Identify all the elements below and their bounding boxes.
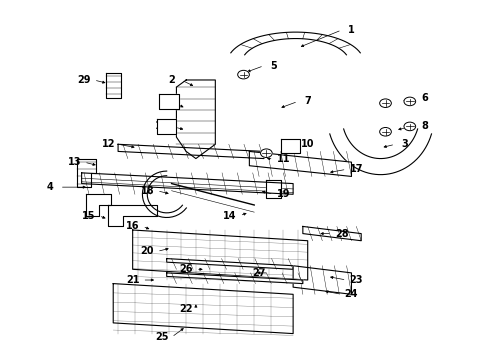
Text: 14: 14 [223,211,236,221]
Polygon shape [108,205,157,226]
Polygon shape [113,284,292,334]
Text: 28: 28 [334,229,348,239]
Circle shape [260,149,272,157]
Text: 7: 7 [304,96,310,107]
Text: 24: 24 [344,289,358,299]
Text: 10: 10 [300,139,314,149]
Text: 9: 9 [158,96,165,107]
Polygon shape [281,139,300,153]
Circle shape [403,97,415,106]
Circle shape [403,122,415,131]
Text: 15: 15 [82,211,96,221]
Polygon shape [86,194,111,216]
Text: 27: 27 [252,268,265,278]
Text: 25: 25 [155,332,168,342]
Polygon shape [132,230,307,280]
Polygon shape [166,273,302,284]
Polygon shape [77,158,96,187]
Text: 8: 8 [420,121,427,131]
Text: 18: 18 [140,186,154,196]
Text: 17: 17 [349,164,362,174]
Circle shape [379,99,390,108]
Text: 29: 29 [77,75,91,85]
Text: 11: 11 [276,154,289,163]
Text: 3: 3 [401,139,407,149]
Text: 22: 22 [179,303,192,314]
Polygon shape [166,258,292,269]
Polygon shape [266,180,281,198]
Text: 4: 4 [46,182,53,192]
Text: 20: 20 [140,247,154,256]
Polygon shape [292,266,351,294]
Polygon shape [106,73,120,98]
Polygon shape [249,152,351,176]
Text: 23: 23 [349,275,362,285]
Text: 2: 2 [168,75,175,85]
Polygon shape [81,173,292,194]
Polygon shape [302,226,361,241]
Text: 21: 21 [126,275,139,285]
Text: 16: 16 [126,221,139,231]
Text: 19: 19 [276,189,289,199]
Text: 12: 12 [102,139,115,149]
Polygon shape [157,119,176,134]
Polygon shape [118,144,264,158]
Text: 26: 26 [179,264,192,274]
Text: 1: 1 [347,25,354,35]
Text: 5: 5 [270,61,277,71]
Circle shape [379,127,390,136]
Polygon shape [176,80,215,158]
Text: 11: 11 [155,121,168,131]
Text: 13: 13 [67,157,81,167]
Circle shape [237,70,249,79]
Polygon shape [159,94,179,109]
Text: 6: 6 [420,93,427,103]
